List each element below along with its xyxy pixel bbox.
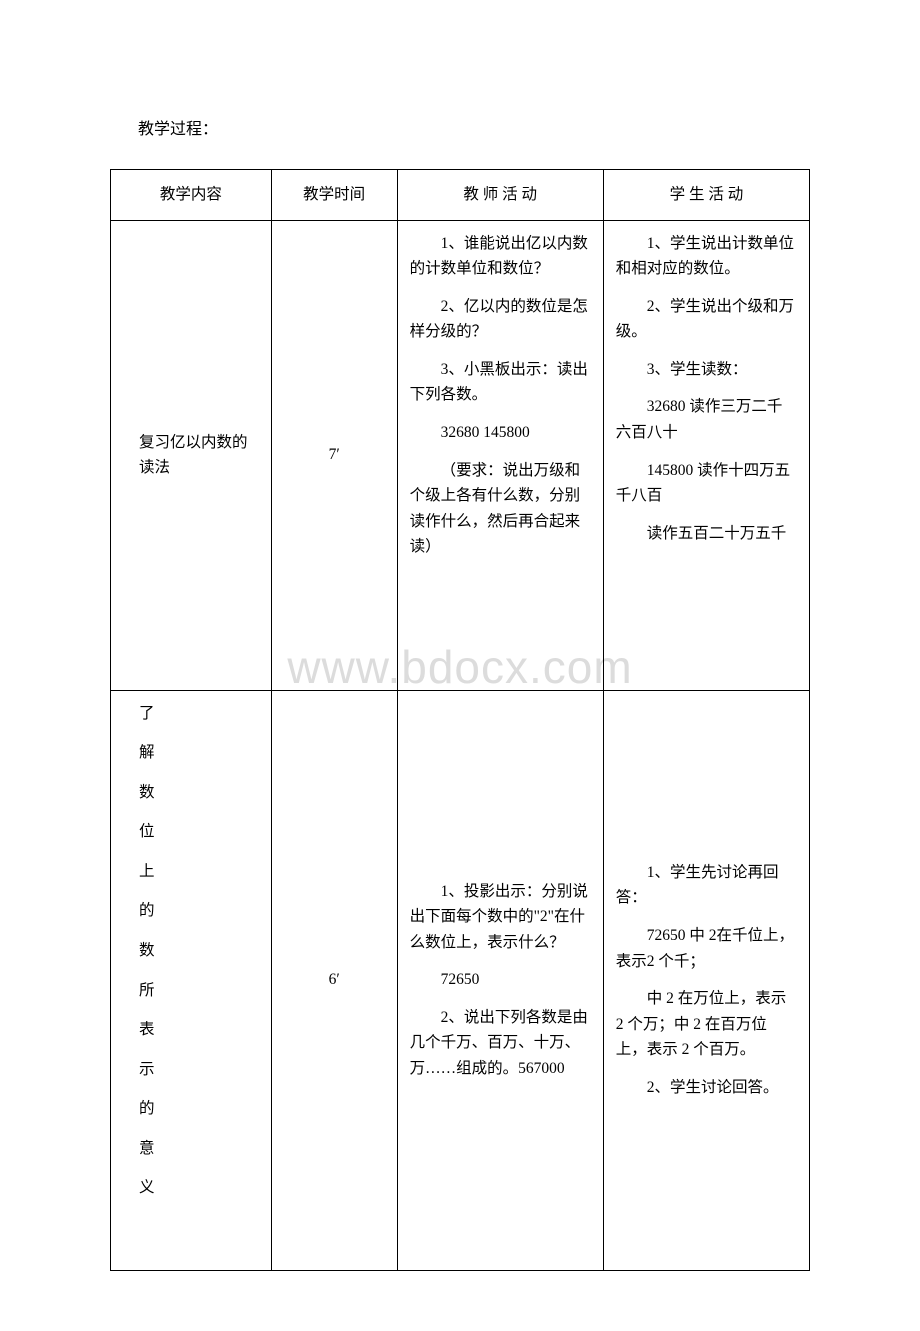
- student-para: 读作五百二十万五千: [616, 521, 797, 547]
- student-para: 72650 中 2在千位上，表示2 个千；: [616, 923, 797, 974]
- teacher-para: 32680 145800: [410, 420, 591, 446]
- teacher-para: （要求：说出万级和个级上各有什么数，分别读作什么，然后再合起来读）: [410, 458, 591, 560]
- student-para: 1、学生说出计数单位和相对应的数位。: [616, 231, 797, 282]
- vchar: 数: [139, 938, 259, 964]
- teacher-para: 2、说出下列各数是由几个千万、百万、十万、万……组成的。567000: [410, 1005, 591, 1082]
- teacher-para: 72650: [410, 967, 480, 993]
- row1-time: 7′: [329, 442, 340, 468]
- student-para: 2、学生说出个级和万级。: [616, 294, 797, 345]
- vchar: 示: [139, 1057, 259, 1083]
- pre-text: 教学过程：: [110, 115, 810, 139]
- table-row: 了 解 数 位 上 的 数 所 表 示 的 意 义 6′ 1、投影出示：分别说出…: [111, 690, 810, 1270]
- vchar: 位: [139, 819, 259, 845]
- vchar: 了: [139, 701, 259, 727]
- teacher-para: 1、谁能说出亿以内数的计数单位和数位？: [410, 231, 591, 282]
- vchar: 的: [139, 898, 259, 924]
- vchar: 所: [139, 978, 259, 1004]
- cell-time-2: 6′: [271, 690, 397, 1270]
- lesson-table: 教学内容 教学时间 教 师 活 动 学 生 活 动 复习亿以内数的读法 7′ 1…: [110, 169, 810, 1271]
- vchar: 上: [139, 859, 259, 885]
- cell-teacher-1: 1、谁能说出亿以内数的计数单位和数位？ 2、亿以内的数位是怎样分级的？ 3、小黑…: [397, 220, 603, 690]
- teacher-para: 2、亿以内的数位是怎样分级的？: [410, 294, 591, 345]
- student-para: 145800 读作十四万五千八百: [616, 458, 797, 509]
- row2-time: 6′: [329, 967, 340, 993]
- cell-content-1: 复习亿以内数的读法: [111, 220, 272, 690]
- header-time: 教学时间: [271, 170, 397, 221]
- cell-content-2: 了 解 数 位 上 的 数 所 表 示 的 意 义: [111, 690, 272, 1270]
- table-header-row: 教学内容 教学时间 教 师 活 动 学 生 活 动: [111, 170, 810, 221]
- student-para: 32680 读作三万二千六百八十: [616, 394, 797, 445]
- cell-teacher-2: 1、投影出示：分别说出下面每个数中的"2"在什么数位上，表示什么？ 72650 …: [397, 690, 603, 1270]
- student-para: 3、学生读数：: [616, 357, 797, 383]
- teacher-para: 1、投影出示：分别说出下面每个数中的"2"在什么数位上，表示什么？: [410, 879, 591, 956]
- vchar: 解: [139, 740, 259, 766]
- student-para: 1、学生先讨论再回答：: [616, 860, 797, 911]
- vchar: 数: [139, 780, 259, 806]
- student-para: 中 2 在万位上，表示 2 个万；中 2 在百万位上，表示 2 个百万。: [616, 986, 797, 1063]
- header-content: 教学内容: [111, 170, 272, 221]
- vchar: 的: [139, 1096, 259, 1122]
- vchar: 义: [139, 1175, 259, 1201]
- header-teacher: 教 师 活 动: [397, 170, 603, 221]
- cell-student-2: 1、学生先讨论再回答： 72650 中 2在千位上，表示2 个千； 中 2 在万…: [603, 690, 809, 1270]
- cell-time-1: 7′: [271, 220, 397, 690]
- vchar: 表: [139, 1017, 259, 1043]
- student-para: 2、学生讨论回答。: [616, 1075, 779, 1101]
- teacher-para: 3、小黑板出示：读出下列各数。: [410, 357, 591, 408]
- vchar: 意: [139, 1136, 259, 1162]
- header-student: 学 生 活 动: [603, 170, 809, 221]
- row1-title: 复习亿以内数的读法: [139, 430, 259, 481]
- table-row: 复习亿以内数的读法 7′ 1、谁能说出亿以内数的计数单位和数位？ 2、亿以内的数…: [111, 220, 810, 690]
- cell-student-1: 1、学生说出计数单位和相对应的数位。 2、学生说出个级和万级。 3、学生读数： …: [603, 220, 809, 690]
